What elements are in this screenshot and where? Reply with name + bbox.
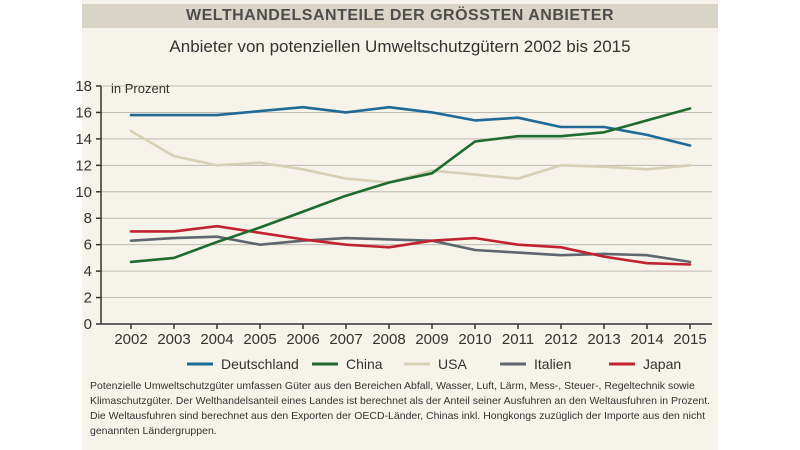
legend-label: USA [438, 356, 467, 372]
y-tick-label: 2 [84, 290, 92, 307]
footnote: Potenzielle Umweltschutzgüter umfassen G… [90, 380, 711, 437]
y-tick-label: 12 [75, 157, 92, 174]
y-tick-label: 4 [84, 263, 92, 280]
y-tick-label: 18 [75, 78, 92, 95]
legend: Deutschland China USA Italien Japan [187, 356, 681, 372]
series-line-japan [129, 224, 692, 266]
x-tick-label: 2002 [114, 331, 147, 348]
series-lines [129, 105, 692, 266]
x-tick-label: 2004 [200, 331, 233, 348]
x-tick-labels: 2002 2003 2004 2005 2006 2007 2008 2009 2010 2011… [114, 324, 707, 348]
y-tick-label: 6 [84, 237, 92, 254]
header-bar [82, 4, 718, 28]
y-tick-label: 8 [84, 210, 92, 227]
legend-label: China [346, 356, 383, 372]
y-tick-label: 0 [84, 316, 92, 333]
x-tick-label: 2012 [544, 331, 577, 348]
x-tick-label: 2003 [157, 331, 190, 348]
legend-label: Japan [643, 356, 681, 372]
x-tick-label: 2011 [502, 331, 534, 348]
page-title: WELTHANDELSANTEILE DER GRÖSSTEN ANBIETER [185, 7, 614, 24]
chart-title: Anbieter von potenziellen Umweltschutzgü… [169, 37, 631, 56]
gridlines [96, 85, 712, 325]
y-tick-label: 14 [75, 131, 92, 148]
x-tick-label: 2015 [673, 331, 706, 348]
x-tick-label: 2008 [372, 331, 405, 348]
chart-panel [82, 0, 718, 450]
y-axis-label: in Prozent [111, 81, 170, 96]
x-tick-label: 2006 [286, 331, 319, 348]
series-line-usa [129, 129, 692, 184]
x-tick-label: 2014 [630, 331, 663, 348]
series-line-deutschland [129, 105, 692, 147]
x-tick-label: 2005 [243, 331, 276, 348]
y-tick-labels: 0 2 4 6 8 10 12 14 16 18 [75, 78, 92, 333]
legend-label: Deutschland [221, 356, 299, 372]
x-tick-label: 2010 [458, 331, 491, 348]
y-tick-label: 16 [75, 104, 92, 121]
axes [100, 86, 712, 325]
y-tick-label: 10 [75, 184, 92, 201]
x-tick-label: 2007 [329, 331, 362, 348]
x-tick-label: 2009 [415, 331, 448, 348]
x-tick-label: 2013 [587, 331, 620, 348]
series-line-china [129, 107, 692, 264]
legend-label: Italien [534, 356, 571, 372]
